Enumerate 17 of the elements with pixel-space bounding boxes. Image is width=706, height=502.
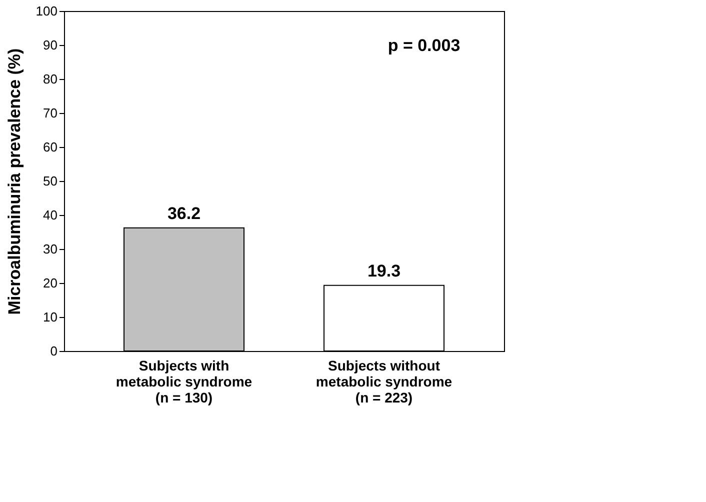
y-tick-label: 10 <box>43 310 58 324</box>
y-axis-title: Microalbuminuria prevalence (%) <box>4 48 24 315</box>
data-label: 19.3 <box>367 261 401 280</box>
x-tick-label: Subjects with metabolic syndrome (n = 130) <box>116 358 252 406</box>
y-tick-label: 90 <box>43 38 58 52</box>
y-tick-label: 30 <box>43 242 58 256</box>
y-tick-label: 40 <box>43 208 58 222</box>
y-tick-label: 60 <box>43 140 58 154</box>
y-tick-label: 100 <box>36 4 58 18</box>
y-tick-label: 20 <box>43 276 58 290</box>
annotation: p = 0.003 <box>388 36 460 55</box>
data-label: 36.2 <box>167 204 201 223</box>
x-tick-label: Subjects without metabolic syndrome (n = 223) <box>316 358 452 406</box>
y-tick-label: 50 <box>43 174 58 188</box>
y-tick-label: 70 <box>43 106 58 120</box>
y-tick-label: 80 <box>43 72 58 86</box>
y-tick-label: 0 <box>50 344 58 358</box>
